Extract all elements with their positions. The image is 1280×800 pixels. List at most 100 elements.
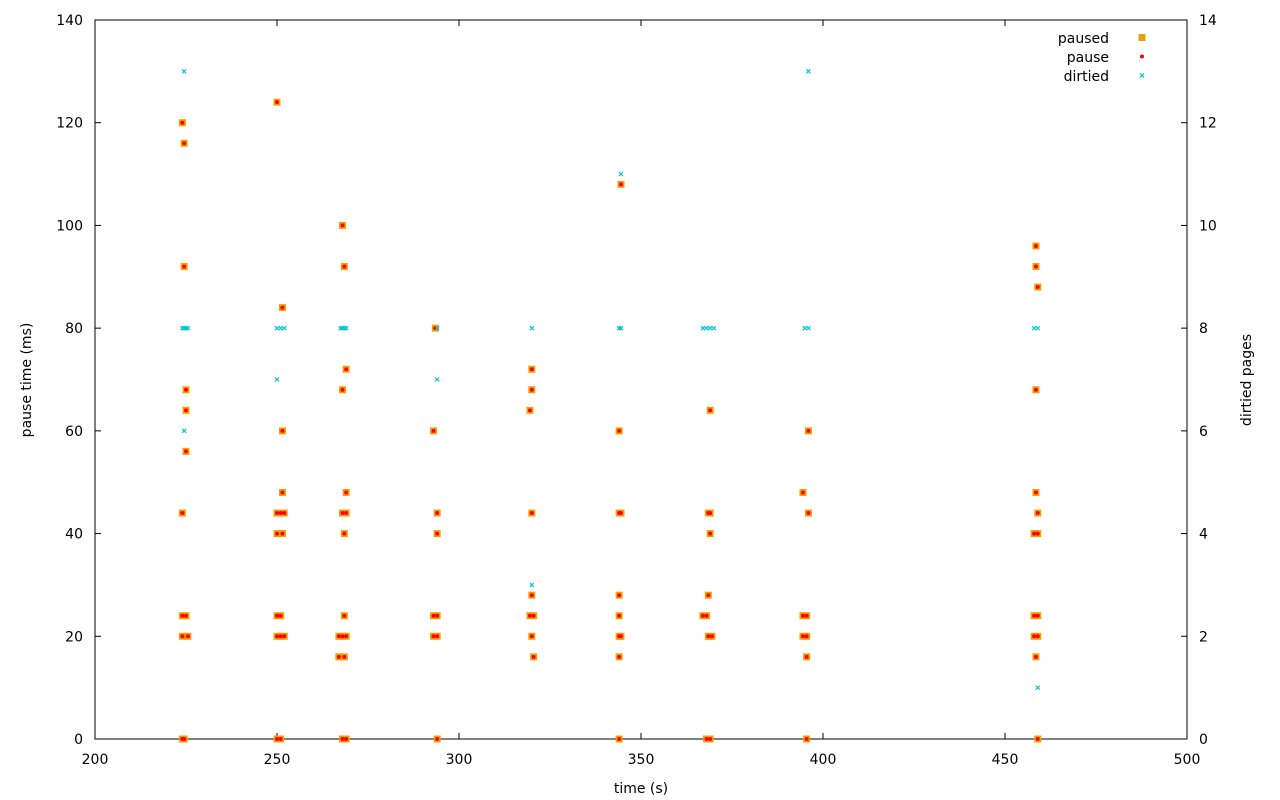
point-pause xyxy=(806,511,811,516)
point-pause xyxy=(704,737,709,741)
legend: paused pause dirtied xyxy=(1058,31,1146,85)
point-dirtied xyxy=(278,325,284,331)
point-pause xyxy=(804,737,809,741)
point-dirtied xyxy=(434,325,440,331)
x-tick-label: 250 xyxy=(264,752,291,768)
y-tick-label: 120 xyxy=(56,116,83,132)
point-pause xyxy=(618,634,623,639)
point-dirtied xyxy=(274,325,280,331)
point-pause xyxy=(184,613,188,618)
point-pause xyxy=(527,408,532,413)
point-pause xyxy=(282,511,287,516)
point-pause xyxy=(531,613,536,618)
point-pause xyxy=(180,613,185,618)
point-pause xyxy=(280,490,285,495)
point-pause xyxy=(1035,634,1040,639)
y-tick-label: 0 xyxy=(74,732,83,748)
point-dirtied xyxy=(618,325,624,331)
point-pause xyxy=(182,141,187,146)
y2-tick-label: 4 xyxy=(1199,527,1208,543)
x-tick-label: 350 xyxy=(628,752,655,768)
tick-labels: 200 250 300 350 400 450 500 0 20 40 60 80 100 120 140 0… xyxy=(56,13,1217,768)
point-pause xyxy=(800,634,805,639)
legend-marker-pause xyxy=(1140,54,1144,59)
y-tick-label: 20 xyxy=(65,629,83,645)
point-dirtied xyxy=(434,377,440,382)
y2-tick-label: 14 xyxy=(1199,13,1217,29)
point-pause xyxy=(804,654,809,659)
point-pause xyxy=(1033,490,1038,495)
x-tick-label: 200 xyxy=(82,752,109,768)
point-pause xyxy=(617,428,622,433)
x-axis-title: time (s) xyxy=(614,781,668,797)
point-pause xyxy=(344,511,349,516)
point-pause xyxy=(618,511,623,516)
point-pause xyxy=(704,613,709,618)
point-pause xyxy=(529,593,534,598)
point-pause xyxy=(435,634,440,639)
series-pause xyxy=(180,100,1040,741)
point-pause xyxy=(275,511,279,516)
point-dirtied xyxy=(181,68,187,74)
point-pause xyxy=(1035,613,1040,618)
point-pause xyxy=(709,634,714,639)
point-pause xyxy=(529,634,534,639)
point-pause xyxy=(282,634,287,639)
y2-tick-label: 12 xyxy=(1199,116,1217,132)
point-pause xyxy=(275,531,279,536)
point-pause xyxy=(344,737,349,741)
legend-label-paused: paused xyxy=(1058,31,1109,47)
point-dirtied xyxy=(181,428,187,434)
point-pause xyxy=(804,634,809,639)
point-dirtied xyxy=(711,325,717,331)
point-pause xyxy=(431,613,436,618)
point-pause xyxy=(1035,285,1040,290)
y2-tick-label: 2 xyxy=(1199,629,1208,645)
axis-ticks xyxy=(94,19,1188,740)
data-marks xyxy=(178,68,1042,743)
y2-tick-label: 0 xyxy=(1199,732,1208,748)
point-dirtied xyxy=(529,325,535,331)
point-pause xyxy=(1035,531,1040,536)
point-pause xyxy=(275,634,279,639)
point-pause xyxy=(531,654,536,659)
point-pause xyxy=(435,511,440,516)
point-pause xyxy=(184,408,188,413)
x-tick-label: 500 xyxy=(1174,752,1201,768)
y-axis-title: pause time (ms) xyxy=(19,323,35,438)
point-pause xyxy=(280,531,285,536)
point-pause xyxy=(180,120,185,125)
point-pause xyxy=(527,613,532,618)
point-pause xyxy=(1033,387,1038,392)
point-dirtied xyxy=(700,325,706,331)
point-pause xyxy=(342,613,347,618)
point-pause xyxy=(344,490,349,495)
point-dirtied xyxy=(185,325,191,331)
legend-marker-paused xyxy=(1138,34,1146,41)
point-pause xyxy=(708,531,713,536)
point-pause xyxy=(280,428,285,433)
point-pause xyxy=(342,654,347,659)
point-pause xyxy=(182,264,187,269)
y-tick-label: 40 xyxy=(65,527,83,543)
point-dirtied xyxy=(806,325,811,331)
y-tick-label: 100 xyxy=(56,218,83,234)
point-pause xyxy=(180,634,185,639)
point-dirtied xyxy=(274,377,280,382)
point-pause xyxy=(529,511,534,516)
point-pause xyxy=(1035,737,1040,741)
point-pause xyxy=(435,737,440,741)
point-pause xyxy=(1032,634,1037,639)
y2-tick-label: 10 xyxy=(1199,218,1217,234)
x-tick-label: 400 xyxy=(810,752,837,768)
point-pause xyxy=(1033,264,1038,269)
point-pause xyxy=(344,634,349,639)
y-tick-label: 140 xyxy=(56,13,83,29)
y2-axis-title: dirtied pages xyxy=(1239,334,1255,426)
point-dirtied xyxy=(1031,325,1037,331)
point-pause xyxy=(340,223,345,228)
point-pause xyxy=(700,613,705,618)
point-pause xyxy=(278,737,283,741)
point-pause xyxy=(529,387,534,392)
